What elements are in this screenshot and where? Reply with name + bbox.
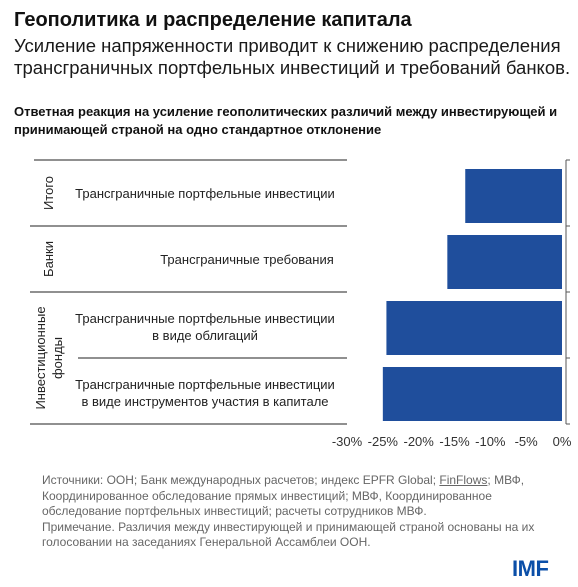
bar — [386, 301, 562, 355]
chart-title-line: принимающей страной на одно стандартное … — [14, 122, 382, 137]
x-tick-label: -10% — [475, 434, 506, 449]
imf-logo: IMF — [512, 556, 549, 581]
x-tick-label: -15% — [439, 434, 470, 449]
subtitle-line: трансграничных портфельных инвестиций и … — [14, 57, 571, 78]
x-tick-label: -20% — [403, 434, 434, 449]
category-label: Трансграничные требования — [160, 252, 334, 267]
source-text: ; МВФ, — [487, 473, 525, 487]
note-line: Примечание. Различия между инвестирующей… — [42, 519, 535, 534]
category-label: Трансграничные портфельные инвестиции — [75, 186, 335, 201]
source-line: Координированное обследование прямых инв… — [42, 488, 492, 503]
x-tick-label: 0% — [553, 434, 572, 449]
finflows-link[interactable]: FinFlows — [439, 473, 488, 487]
x-tick-label: -25% — [368, 434, 399, 449]
source-text: Источники: ООН; Банк международных расче… — [42, 473, 440, 487]
bar — [447, 235, 562, 289]
sources-note: Источники: ООН; Банк международных расче… — [42, 473, 562, 551]
group-label: Банки — [41, 241, 56, 277]
bar-chart: -30% -25% -20% -15% -10% -5% 0% Трансграничные … — [30, 159, 572, 449]
page-subtitle: Усиление напряженности приводит к снижен… — [14, 35, 574, 79]
note-line: голосовании на заседаниях Генеральной Ас… — [42, 535, 371, 549]
category-label: в виде облигаций — [152, 328, 258, 343]
page-title: Геополитика и распределение капитала — [14, 9, 412, 31]
source-line: обследование портфельных инвестиций; рас… — [42, 504, 427, 518]
chart-title: Ответная реакция на усиление геополитиче… — [14, 103, 569, 139]
category-label: Трансграничные портфельные инвестиции — [75, 377, 335, 392]
chart-title-line: Ответная реакция на усиление геополитиче… — [14, 104, 558, 119]
group-label: Итого — [41, 176, 56, 210]
subtitle-line: Усиление напряженности приводит к снижен… — [14, 35, 561, 56]
x-tick-label: -5% — [515, 434, 539, 449]
category-label: Трансграничные портфельные инвестиции — [75, 311, 335, 326]
source-line: Источники: ООН; Банк международных расче… — [42, 473, 562, 489]
x-tick-label: -30% — [332, 434, 363, 449]
group-label: фонды — [50, 337, 65, 379]
bar — [465, 169, 562, 223]
group-label: Инвестиционные — [33, 306, 48, 409]
bar — [382, 367, 562, 421]
category-label: в виде инструментов участия в капитале — [81, 394, 328, 409]
